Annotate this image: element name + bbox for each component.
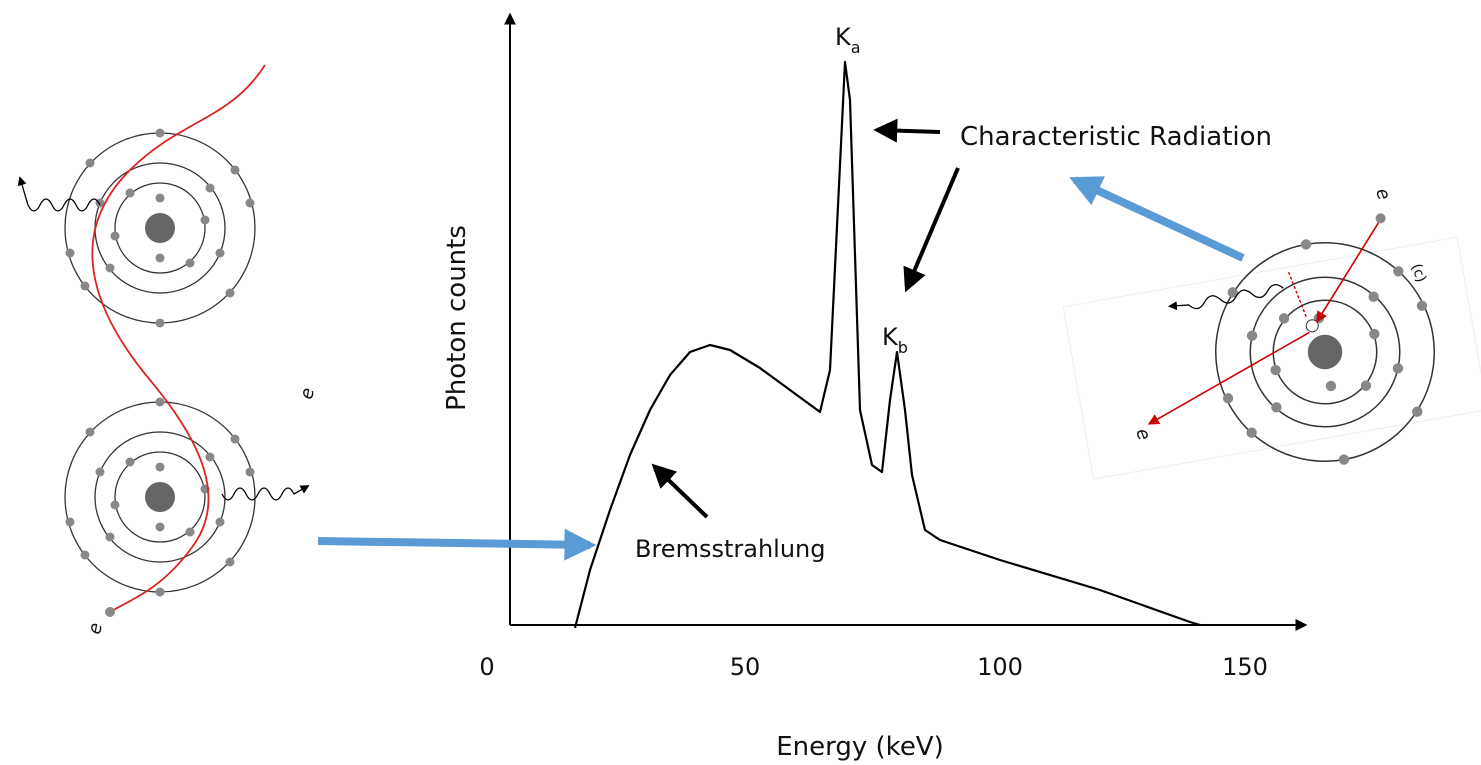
peak-main: K: [882, 323, 899, 351]
atom: [1196, 219, 1454, 485]
x-tick-label: 150: [1222, 653, 1268, 681]
incident-electron: [1316, 222, 1380, 323]
electron-label: e: [84, 621, 107, 636]
electron: [105, 607, 115, 617]
x-axis-label: Energy (keV): [776, 732, 944, 762]
x-tick-label: 0: [479, 653, 494, 681]
x-tick-label: 50: [730, 653, 761, 681]
photon-wave: [1167, 284, 1284, 311]
peak-label: Ka: [835, 23, 861, 57]
photon-wave: [221, 485, 310, 501]
annotation: Characteristic Radiation: [960, 122, 1272, 152]
electron: [1375, 213, 1386, 224]
electron-label: e: [1131, 426, 1155, 444]
x-tick-label: 100: [977, 653, 1023, 681]
connector-arrow: [1069, 176, 1245, 262]
ejected-electron: [1147, 331, 1310, 425]
photon-wave: [17, 176, 101, 212]
peak-label: Kb: [882, 323, 908, 357]
peak-sub: b: [898, 338, 908, 357]
left-diagram: e e: [17, 64, 319, 636]
arrow: [651, 463, 709, 519]
annotation: Bremsstrahlung: [635, 535, 825, 563]
transition: [1287, 271, 1308, 319]
peak-main: K: [835, 23, 852, 51]
right-diagram: e e (c): [1062, 185, 1481, 485]
vacancy: [1305, 319, 1319, 333]
spectrum: Photon counts Energy (keV) 0 50 100 150 …: [442, 12, 1308, 762]
electron-label: e: [296, 386, 319, 401]
connector-arrow: [317, 528, 597, 561]
frame: [1062, 236, 1481, 480]
spectrum-curve: [573, 60, 1201, 629]
arrow: [903, 167, 960, 293]
shell-label: (c): [1408, 262, 1429, 285]
y-axis-label: Photon counts: [442, 225, 472, 411]
electron-path: [91, 64, 266, 613]
atom: [64, 127, 256, 329]
electron-label: e: [1371, 185, 1395, 203]
atom: [64, 396, 256, 598]
arrow: [873, 118, 941, 143]
peak-sub: a: [851, 38, 861, 57]
